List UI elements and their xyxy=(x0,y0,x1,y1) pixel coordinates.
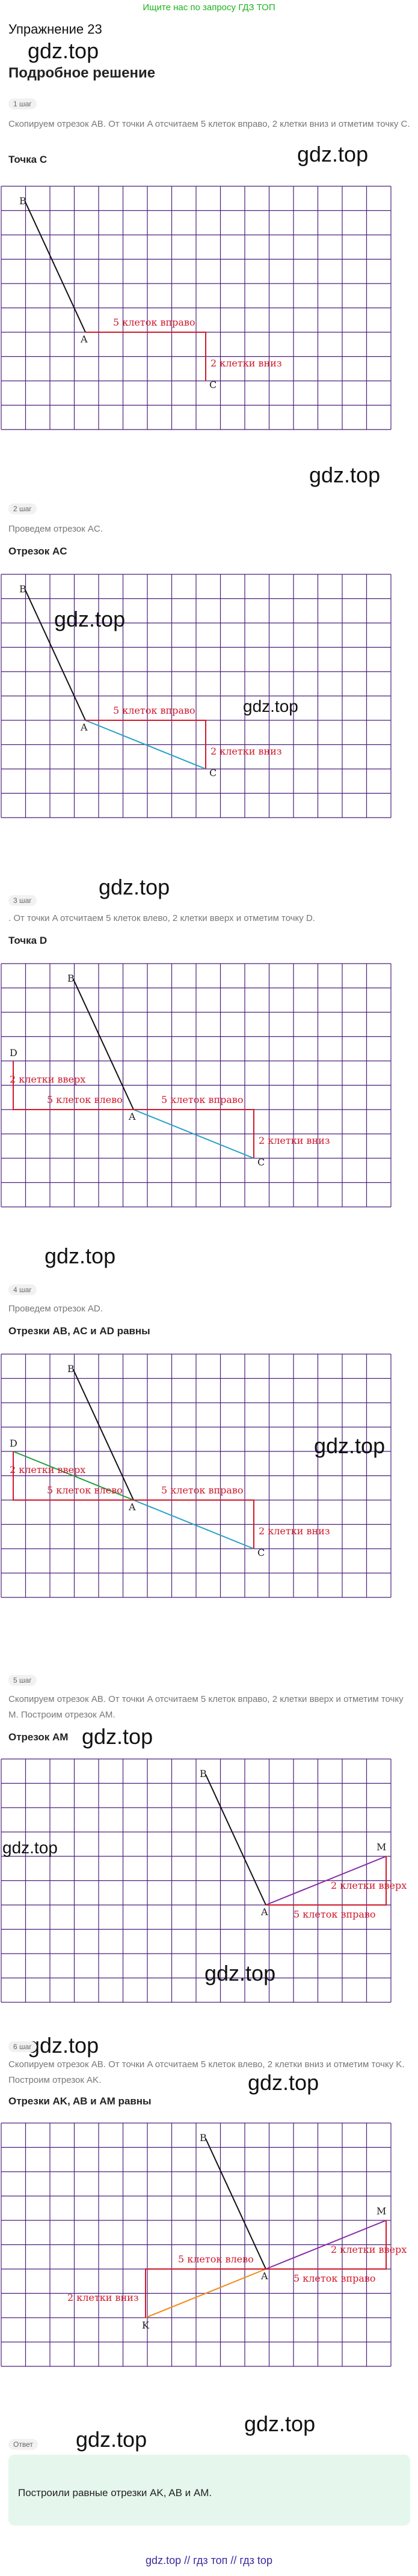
segment-ad xyxy=(13,1451,134,1501)
svg-text:5 клеток вправо: 5 клеток вправо xyxy=(294,2273,376,2284)
watermark: gdz.top xyxy=(82,1724,153,1749)
svg-text:M: M xyxy=(377,1841,386,1853)
grid-step5: B A M 2 клетки вверх 5 клеток вправо xyxy=(1,1758,407,2003)
svg-text:5 клеток вправо: 5 клеток вправо xyxy=(161,1094,244,1105)
svg-text:A: A xyxy=(260,1906,268,1918)
watermark: gdz.top xyxy=(204,1961,276,1985)
grid-step6: B A M K 2 клетки вверх 5 клеток вправо 5… xyxy=(1,2122,407,2367)
svg-text:5 клеток вправо: 5 клеток вправо xyxy=(294,1909,376,1920)
step-description: Скопируем отрезок AB. От точки A отсчита… xyxy=(8,2059,405,2085)
watermark: gdz.top xyxy=(54,607,126,631)
svg-text:2 клетки вниз: 2 клетки вниз xyxy=(259,1525,330,1537)
step-badge: 6 шаг xyxy=(8,2041,37,2052)
step-badge: 5 шаг xyxy=(8,1675,37,1686)
svg-text:B: B xyxy=(200,2132,207,2143)
svg-text:2 клетки вниз: 2 клетки вниз xyxy=(67,2292,139,2303)
svg-text:2 клетки вверх: 2 клетки вверх xyxy=(10,1464,85,1475)
step-heading: Отрезки AB, AC и AD равны xyxy=(8,1325,150,1337)
svg-text:5 клеток вправо: 5 клеток вправо xyxy=(113,705,195,716)
watermark: gdz.top xyxy=(243,697,298,715)
watermark: gdz.top xyxy=(297,142,369,166)
svg-text:A: A xyxy=(80,721,88,733)
step-description: Проведем отрезок AC. xyxy=(8,524,103,534)
search-hint-link[interactable]: Ищите нас по запросу ГДЗ ТОП xyxy=(143,2,275,13)
watermark: gdz.top xyxy=(309,463,381,487)
svg-text:5 клеток влево: 5 клеток влево xyxy=(47,1484,123,1496)
svg-text:A: A xyxy=(128,1501,136,1513)
svg-text:A: A xyxy=(260,2270,268,2282)
watermark: gdz.top xyxy=(45,1244,116,1268)
step-badge: 4 шаг xyxy=(8,1284,37,1295)
grid-lines xyxy=(1,186,392,430)
svg-text:A: A xyxy=(128,1111,136,1122)
step-badge: 1 шаг xyxy=(8,99,37,109)
grid-step1: B A C 5 клеток вправо 2 клетки вниз xyxy=(1,186,392,430)
svg-text:5 клеток влево: 5 клеток влево xyxy=(178,2253,254,2265)
segment-am xyxy=(265,1856,387,1906)
page-title: Упражнение 23 xyxy=(8,22,102,37)
step-heading: Отрезок AM xyxy=(8,1731,69,1743)
segment-ab xyxy=(25,201,86,333)
svg-text:5 клеток влево: 5 клеток влево xyxy=(47,1094,123,1105)
step-description: . От точки A отсчитаем 5 клеток влево, 2… xyxy=(8,913,315,923)
svg-text:M: M xyxy=(377,2205,386,2217)
svg-text:2 клетки вниз: 2 клетки вниз xyxy=(259,1135,330,1146)
svg-text:B: B xyxy=(67,1363,75,1375)
grid-step4: B A C D 2 клетки вверх 5 клеток влево 5 … xyxy=(1,1353,392,1598)
watermark: gdz.top xyxy=(2,1838,58,1857)
construction-path-d xyxy=(13,1061,134,1110)
grid-step2: B A C 5 клеток вправо 2 клетки вниз xyxy=(1,574,392,818)
watermark: gdz.top xyxy=(244,2411,316,2436)
step-badge: 2 шаг xyxy=(8,503,37,514)
step-heading: Отрезок AC xyxy=(8,545,67,557)
footer-links[interactable]: gdz.top // гдз топ // гдз top xyxy=(146,2554,272,2566)
step-description: Скопируем отрезок AB. От точки A отсчита… xyxy=(8,1694,404,1720)
svg-text:K: K xyxy=(142,2319,150,2331)
segment-ak xyxy=(145,2268,266,2318)
svg-text:B: B xyxy=(67,973,75,984)
construction-path xyxy=(85,332,206,381)
watermark: gdz.top xyxy=(76,2427,147,2452)
watermark: gdz.top xyxy=(248,2070,319,2095)
step-description: Проведем отрезок AD. xyxy=(8,1304,103,1314)
svg-text:C: C xyxy=(209,767,217,779)
svg-text:2 клетки вниз: 2 клетки вниз xyxy=(211,746,282,757)
segment-ac xyxy=(85,720,206,770)
label-down: 2 клетки вниз xyxy=(211,357,282,369)
answer-text: Построили равные отрезки AK, AB и AM. xyxy=(18,2487,212,2499)
svg-text:C: C xyxy=(257,1156,265,1168)
svg-text:D: D xyxy=(10,1438,17,1449)
watermark: gdz.top xyxy=(314,1433,386,1458)
grid-step3: B A C D 2 клетки вверх 5 клеток влево 5 … xyxy=(1,963,392,1208)
step-heading: Отрезки AK, AB и AM равны xyxy=(8,2095,152,2107)
answer-badge: Ответ xyxy=(8,2439,38,2450)
solution-subtitle: Подробное решение xyxy=(8,65,156,81)
label-right: 5 клеток вправо xyxy=(113,317,195,328)
point-label-b: B xyxy=(19,195,26,207)
svg-text:5 клеток вправо: 5 клеток вправо xyxy=(161,1484,244,1496)
svg-text:C: C xyxy=(257,1547,265,1558)
svg-text:2 клетки вверх: 2 клетки вверх xyxy=(331,2244,407,2255)
svg-text:B: B xyxy=(200,1768,207,1779)
step-description: Скопируем отрезок AB. От точки A отсчита… xyxy=(8,119,410,129)
step-heading: Точка C xyxy=(8,154,48,165)
svg-text:B: B xyxy=(19,583,26,595)
watermark: gdz.top xyxy=(28,38,99,63)
svg-text:2 клетки вверх: 2 клетки вверх xyxy=(10,1074,85,1085)
step-badge: 3 шаг xyxy=(8,895,37,906)
point-label-c: C xyxy=(209,379,217,390)
answer-box xyxy=(8,2455,410,2526)
watermark: gdz.top xyxy=(28,2033,99,2058)
svg-text:D: D xyxy=(10,1047,17,1059)
watermark: gdz.top xyxy=(99,875,170,899)
svg-text:2 клетки вверх: 2 клетки вверх xyxy=(331,1880,407,1891)
step-heading: Точка D xyxy=(8,935,48,946)
point-label-a: A xyxy=(80,333,88,345)
